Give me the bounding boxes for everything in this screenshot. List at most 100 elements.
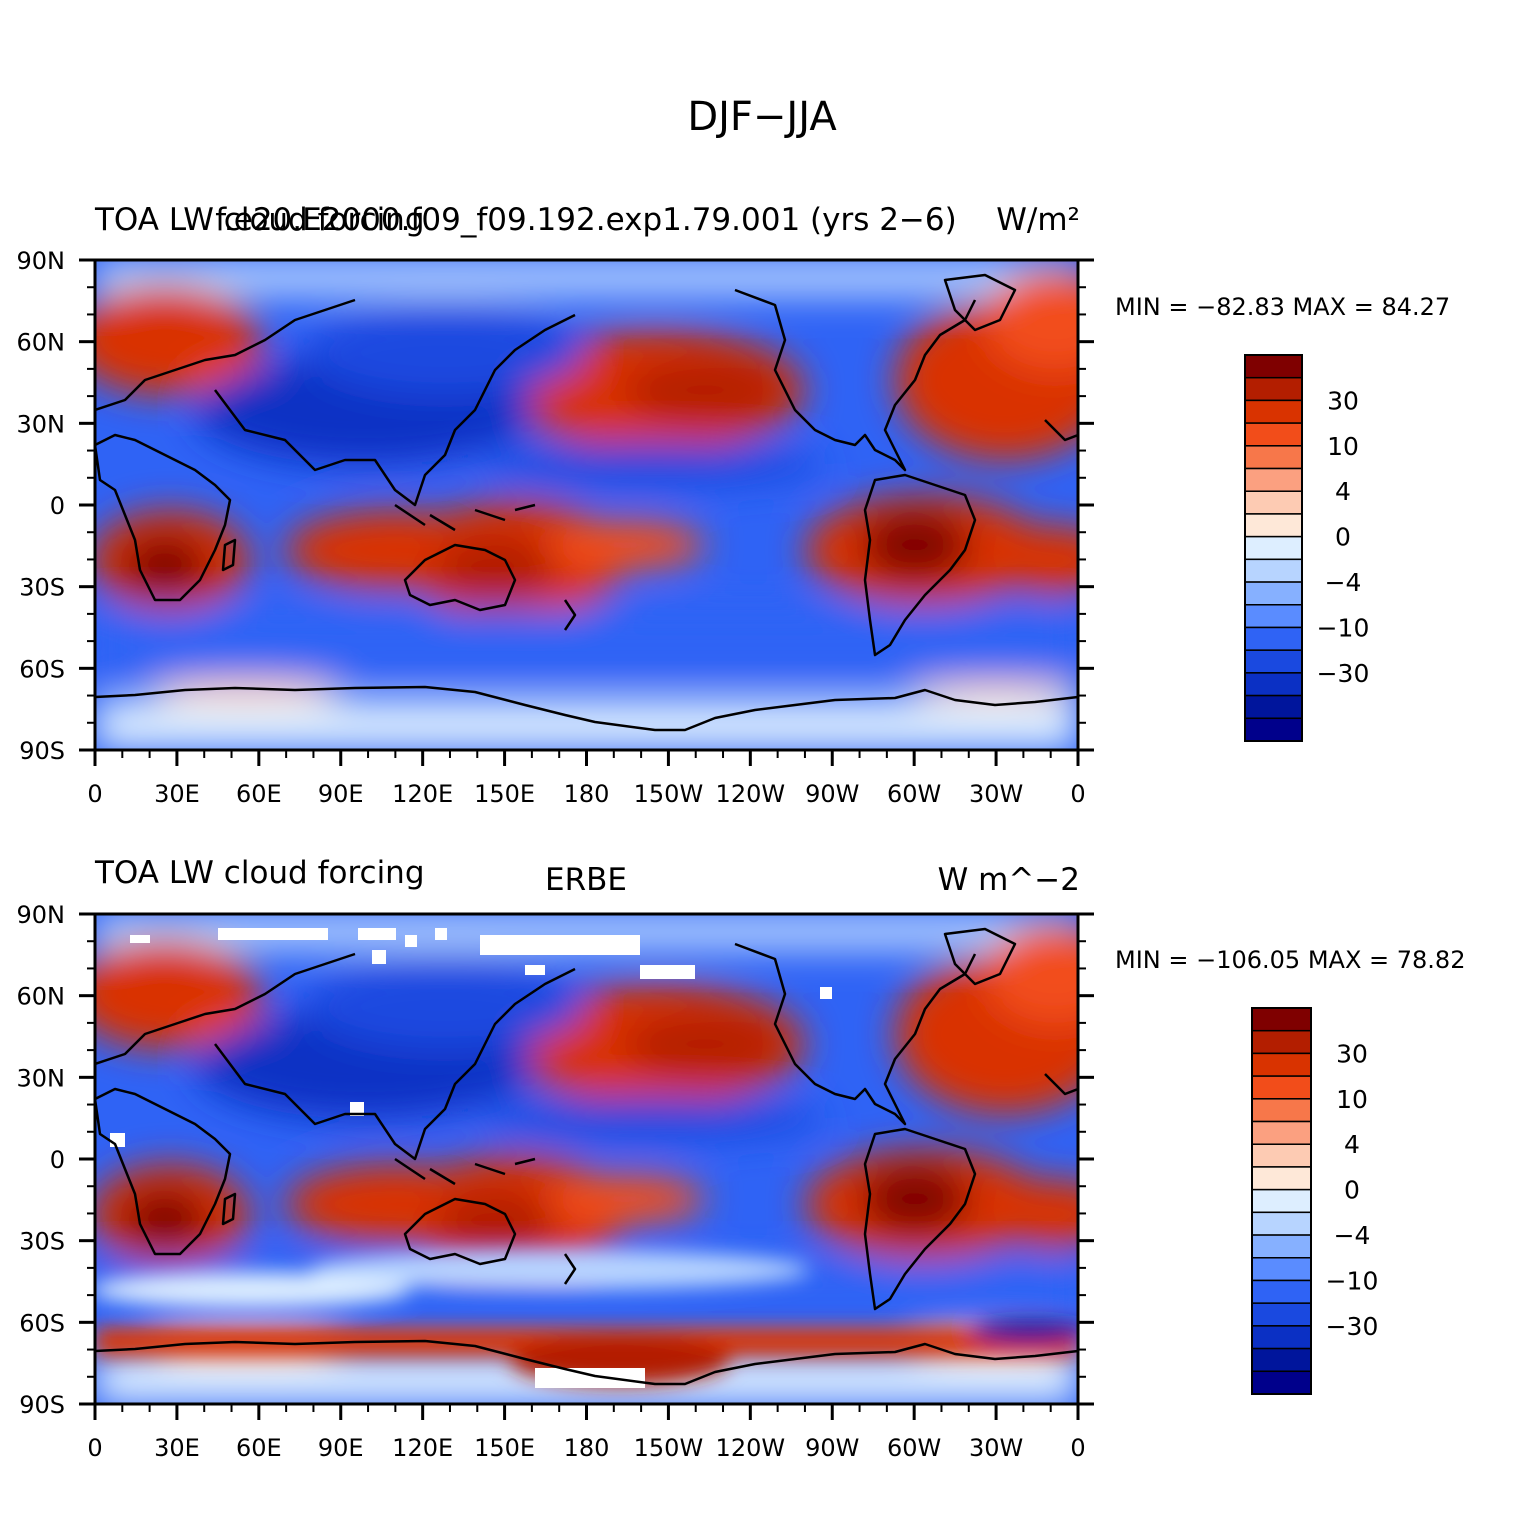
colorbar-swatch [1244,626,1303,651]
colorbar-swatch [1244,513,1303,538]
panel-2-left-title: TOA LW cloud forcing [94,855,425,891]
colorbar-swatch [1244,672,1303,697]
lat-label: 30S [19,574,65,602]
lat-label: 30N [17,1064,66,1092]
panel-2-center-title: ERBE [545,862,627,898]
panel-1-colorbar: 30 10 4 0 −4 −10 −30 [1244,354,1370,742]
panel-1-map [95,260,1078,750]
colorbar-swatch [1244,717,1303,742]
lon-label: 0 [1070,780,1085,808]
lat-label: 60S [19,1309,65,1337]
colorbar-swatch [1251,1166,1312,1191]
colorbar-swatch [1251,1120,1312,1145]
lon-label: 30W [969,780,1023,808]
colorbar-label: −10 [1317,613,1370,642]
lon-label: 120W [716,1434,786,1462]
colorbar-swatch [1244,649,1303,674]
colorbar-swatch [1244,490,1303,515]
colorbar-swatch [1244,535,1303,561]
colorbar-swatch [1251,1007,1312,1032]
lon-label: 150W [634,780,704,808]
colorbar-label: −4 [1334,1221,1371,1250]
lat-label: 90N [17,247,66,275]
lon-label: 150E [474,1434,535,1462]
colorbar-swatch [1251,1234,1312,1259]
panel-2-lon-axis: 0 30E 60E 90E 120E 150E 180 150W 120W 90W 60W 30W 0 [87,1404,1086,1462]
colorbar-swatch [1251,1302,1312,1327]
lon-label: 150W [634,1434,704,1462]
colorbar-swatch [1251,1188,1312,1214]
colorbar-label: −10 [1326,1266,1379,1295]
colorbar-swatch [1244,581,1303,606]
lat-label: 60N [17,983,66,1011]
colorbar-swatch [1251,1279,1312,1304]
lon-label: 60E [236,780,282,808]
lon-label: 90W [805,1434,859,1462]
colorbar-label: 4 [1335,477,1351,506]
lon-label: 120W [716,780,786,808]
figure-title: DJF−JJA [687,94,837,140]
panel-1-lon-axis: 0 30E 60E 90E 120E 150E 180 150W 120W 90W 60W 30W 0 [87,750,1086,808]
lon-label: 90E [318,780,364,808]
panel-2-missing-data [110,928,832,1388]
colorbar-label: 10 [1327,432,1359,461]
colorbar-label: 0 [1344,1176,1360,1205]
lon-label: 120E [392,780,453,808]
lon-label: 60E [236,1434,282,1462]
colorbar-label: −30 [1326,1312,1379,1341]
panel-1-center-title: f.e20.E2000.f09_f09.192.exp1.79.001 (yrs… [215,202,956,238]
panel-1-left-title: TOA LW cloud forcing [94,202,425,238]
lon-label: 30E [154,1434,200,1462]
panel-2-map [95,914,1078,1404]
panel-1-right-title: W/m² [996,202,1080,238]
lon-label: 60W [887,780,941,808]
lat-label: 90S [19,1391,65,1419]
lon-label: 0 [1070,1434,1085,1462]
colorbar-swatch [1244,558,1303,583]
lat-label: 90S [19,737,65,765]
colorbar-label: 4 [1344,1130,1360,1159]
lat-label: 30S [19,1228,65,1256]
colorbar-swatch [1251,1075,1312,1100]
lon-label: 0 [87,1434,102,1462]
lon-label: 90E [318,1434,364,1462]
lon-label: 120E [392,1434,453,1462]
lon-label: 90W [805,780,859,808]
colorbar-label: 10 [1336,1085,1368,1114]
colorbar-label: 30 [1336,1039,1368,1068]
lon-label: 0 [87,780,102,808]
panel-2-right-title: W m^−2 [938,862,1080,898]
lat-label: 60S [19,655,65,683]
panel-2-min-max: MIN = −106.05 MAX = 78.82 [1115,946,1465,974]
lon-label: 180 [564,780,610,808]
lat-label: 0 [50,1146,65,1174]
colorbar-swatch [1244,354,1303,379]
colorbar-label: 30 [1327,386,1359,415]
colorbar-swatch [1244,422,1303,447]
lon-label: 60W [887,1434,941,1462]
lat-label: 60N [17,329,66,357]
lat-label: 0 [50,492,65,520]
panel-2-colorbar: 30 10 4 0 −4 −10 −30 [1251,1007,1379,1395]
panel-1-min-max: MIN = −82.83 MAX = 84.27 [1115,293,1450,321]
colorbar-swatch [1251,1347,1312,1373]
lat-label: 30N [17,410,66,438]
colorbar-label: −30 [1317,659,1370,688]
colorbar-swatch [1244,399,1303,424]
lon-label: 180 [564,1434,610,1462]
colorbar-swatch [1251,1370,1312,1395]
colorbar-swatch [1251,1325,1312,1350]
lat-label: 90N [17,901,66,929]
colorbar-swatch [1251,1052,1312,1077]
lon-label: 30E [154,780,200,808]
colorbar-swatch [1244,376,1303,402]
colorbar-swatch [1251,1211,1312,1236]
colorbar-swatch [1251,1029,1312,1055]
colorbar-swatch [1244,604,1303,629]
panel-2: TOA LW cloud forcing ERBE W m^−2 [17,855,1466,1462]
lon-label: 30W [969,1434,1023,1462]
colorbar-swatch [1251,1257,1312,1282]
panel-2-lat-axis: 90N 60N 30N 0 30S 60S 90S [17,901,1094,1419]
colorbar-swatch [1244,445,1303,470]
